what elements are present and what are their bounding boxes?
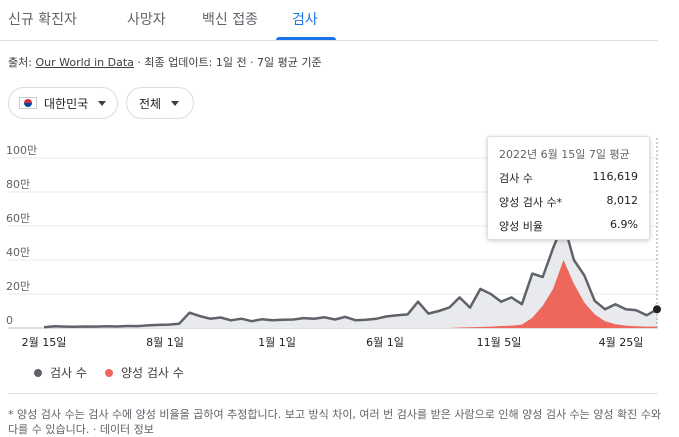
testing-chart: 100만 80만 60만 40만 20만 0 2월 15일 8월 1일 1월 1일 6월 1일 1… [6, 138, 661, 349]
y-tick-label: 80만 [6, 178, 30, 191]
x-tick-label: 1월 1일 [258, 335, 296, 349]
tooltip-rate-label: 양성 비율 [499, 220, 543, 233]
x-tick-label: 4월 25일 [599, 335, 644, 349]
tab-vaccinations[interactable]: 백신 접종 [202, 12, 258, 28]
x-tick-label: 11월 5일 [477, 335, 522, 349]
tooltip-positive-value: 8,012 [606, 194, 639, 207]
y-tick-label: 20만 [6, 280, 30, 293]
source-prefix: 출처: [8, 56, 36, 69]
chart-tooltip: 2022년 6월 15일 7일 평균 검사 수 116,619 양성 검사 수*… [487, 136, 650, 240]
tab-new-cases[interactable]: 신규 확진자 [8, 12, 77, 28]
tooltip-tests-row: 검사 수 116,619 [499, 170, 638, 186]
tests-legend-dot [34, 368, 42, 377]
x-tick-label: 2월 15일 [22, 335, 67, 349]
tab-testing[interactable]: 검사 [292, 12, 318, 28]
y-axis-labels: 100만 80만 60만 40만 20만 0 [6, 144, 37, 327]
y-tick-label: 100만 [6, 144, 37, 157]
positive-legend-dot [104, 368, 113, 377]
korea-flag-icon [19, 97, 37, 109]
source-line: 출처: Our World in Data · 최종 업데이트: 1일 전 · … [8, 54, 322, 70]
legend-positive-label: 양성 검사 수 [120, 366, 184, 380]
tooltip-rate-row: 양성 비율 6.9% [499, 218, 638, 234]
chevron-down-icon [98, 100, 107, 106]
positive-area [44, 260, 657, 328]
source-link[interactable]: Our World in Data [35, 56, 134, 69]
x-axis-labels: 2월 15일 8월 1일 1월 1일 6월 1일 11월 5일 4월 25일 [22, 335, 644, 349]
tooltip-positive-label: 양성 검사 수* [499, 196, 563, 209]
legend-tests-label: 검사 수 [50, 366, 87, 380]
chevron-down-icon [171, 100, 180, 106]
country-label: 대한민국 [44, 96, 89, 111]
tooltip-rate-value: 6.9% [610, 218, 638, 231]
scope-dropdown[interactable]: 전체 [126, 87, 194, 119]
tooltip-tests-value: 116,619 [592, 170, 639, 183]
active-tab-indicator [276, 37, 336, 40]
footnote: * 양성 검사 수는 검사 수에 양성 비율을 곱하여 추정합니다. 보고 방식… [8, 408, 662, 436]
source-suffix: · 최종 업데이트: 1일 전 · 7일 평균 기준 [133, 56, 322, 69]
country-dropdown[interactable]: 대한민국 [8, 87, 118, 119]
x-tick-label: 6월 1일 [366, 335, 404, 349]
chart-legend: 검사 수 양성 검사 수 [34, 364, 184, 381]
y-tick-label: 60만 [6, 212, 30, 225]
tab-deaths[interactable]: 사망자 [127, 12, 166, 28]
tooltip-positive-row: 양성 검사 수* 8,012 [499, 194, 638, 210]
x-tick-label: 8월 1일 [146, 335, 184, 349]
footer-divider [8, 393, 658, 394]
y-tick-label: 0 [6, 314, 13, 327]
tab-bar: 신규 확진자 사망자 백신 접종 검사 [0, 0, 658, 41]
tests-line [43, 221, 658, 329]
hover-dot [653, 305, 661, 314]
scope-label: 전체 [139, 96, 162, 111]
tooltip-date: 2022년 6월 15일 7일 평균 [499, 148, 630, 161]
tooltip-tests-label: 검사 수 [499, 172, 533, 185]
y-tick-label: 40만 [6, 246, 30, 259]
